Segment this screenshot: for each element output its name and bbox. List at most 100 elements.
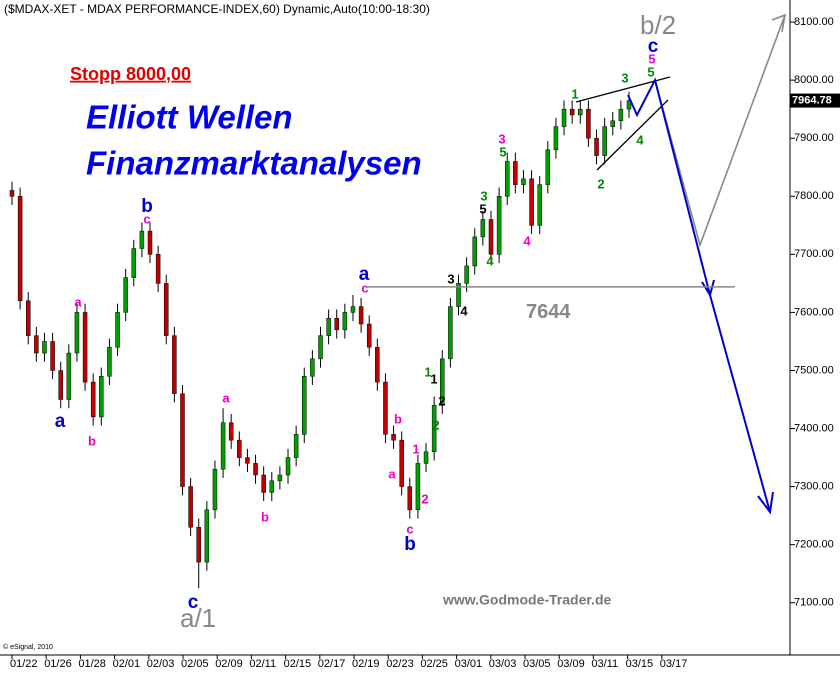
candle-body (553, 126, 559, 151)
candle-body (578, 108, 583, 116)
candle-body (180, 393, 185, 487)
candle-body (74, 312, 80, 354)
wave-label: b (404, 534, 416, 555)
candle-body (99, 376, 104, 418)
x-tick-label: 02/03 (147, 658, 175, 670)
candle-body (423, 451, 429, 464)
wave-label-large: a/1 (180, 603, 216, 633)
candle-body (366, 323, 372, 348)
x-tick-label: 02/09 (215, 658, 243, 670)
wave-label: 1 (412, 441, 419, 456)
candle-body (464, 265, 469, 284)
y-tick-label: 7900.00 (794, 132, 834, 144)
price-tag-label: 7964.78 (792, 94, 832, 106)
candle-body (261, 474, 266, 493)
candle-body (602, 126, 607, 156)
wave-label: 5 (479, 201, 486, 216)
candle-body (123, 277, 128, 313)
x-tick-label: 02/15 (284, 658, 312, 670)
candle-body (456, 283, 461, 307)
wave-label: 5 (499, 144, 506, 159)
candle-body (50, 341, 55, 371)
y-tick-label: 7300.00 (794, 481, 834, 493)
x-tick-label: 02/05 (181, 658, 209, 670)
stop-note: Stopp 8000,00 (70, 64, 191, 84)
candle-body (594, 137, 599, 156)
candle-body (66, 352, 72, 400)
candle-body (448, 306, 453, 360)
candle-body (131, 248, 137, 278)
candle-body (172, 335, 177, 394)
candle-body (17, 196, 23, 302)
x-tick-label: 02/23 (386, 658, 414, 670)
wave-label-large: b/2 (640, 10, 676, 40)
candle-body (618, 108, 624, 122)
candle-body (228, 422, 234, 441)
candle-body (529, 178, 534, 226)
candle-body (488, 219, 494, 255)
candle-body (610, 120, 616, 127)
candle-body (415, 463, 421, 511)
trend-line (596, 99, 669, 171)
copyright: © eSignal, 2010 (3, 643, 53, 651)
level-label: 7644 (526, 301, 571, 323)
x-tick-label: 02/01 (113, 658, 141, 670)
candle-body (513, 161, 518, 185)
subheadline: Finanzmarktanalysen (86, 145, 422, 182)
y-tick-label: 7700.00 (794, 248, 834, 260)
y-tick-label: 7200.00 (794, 539, 834, 551)
candle-body (237, 439, 242, 458)
wave-label: 5 (648, 51, 655, 66)
x-tick-label: 02/25 (420, 658, 448, 670)
candle-body (350, 306, 356, 313)
wave-label: a (74, 294, 82, 309)
candle-body (188, 486, 193, 528)
candle-body (107, 346, 112, 377)
y-tick-label: 8100.00 (794, 16, 834, 28)
candle-body (391, 434, 396, 441)
chart-title: ($MDAX-XET - MDAX PERFORMANCE-INDEX,60) … (4, 2, 430, 16)
candle-body (139, 230, 145, 249)
wave-label: 5 (647, 64, 654, 79)
wave-label: c (648, 36, 659, 57)
wave-label: 3 (480, 188, 487, 203)
price-tag (790, 93, 840, 108)
candle-body (342, 312, 348, 331)
candle-body (115, 312, 120, 348)
headline: Elliott Wellen (86, 99, 293, 136)
candle-body (545, 149, 551, 185)
candle-body (480, 219, 486, 238)
candle-body (9, 190, 15, 197)
candle-body (496, 196, 502, 255)
wave-label: b (261, 509, 269, 524)
x-tick-label: 02/19 (352, 658, 380, 670)
candle-body (358, 306, 364, 325)
wave-label: 4 (636, 132, 644, 147)
candle-body (472, 236, 477, 267)
x-tick-label: 02/17 (318, 658, 346, 670)
wave-label: 2 (432, 417, 439, 432)
candle-body (318, 335, 323, 360)
candle-body (164, 283, 169, 336)
candle-body (626, 100, 632, 110)
candle-body (147, 230, 153, 255)
y-tick-label: 7400.00 (794, 422, 834, 434)
candle-body (285, 457, 291, 476)
candle-body (561, 108, 567, 127)
candles-layer (9, 91, 632, 589)
y-tick-label: 7600.00 (794, 306, 834, 318)
wave-label: 3 (498, 131, 505, 146)
wave-label: c (406, 521, 413, 536)
y-tick-label: 7800.00 (794, 190, 834, 202)
x-tick-label: 03/17 (660, 658, 688, 670)
y-tick-label: 7500.00 (794, 364, 834, 376)
candle-body (440, 358, 445, 406)
candle-body (25, 300, 31, 336)
x-tick-label: 03/11 (591, 658, 618, 670)
y-tick-label: 8000.00 (794, 74, 834, 86)
candle-body (245, 457, 250, 464)
arrow-head (757, 491, 774, 515)
